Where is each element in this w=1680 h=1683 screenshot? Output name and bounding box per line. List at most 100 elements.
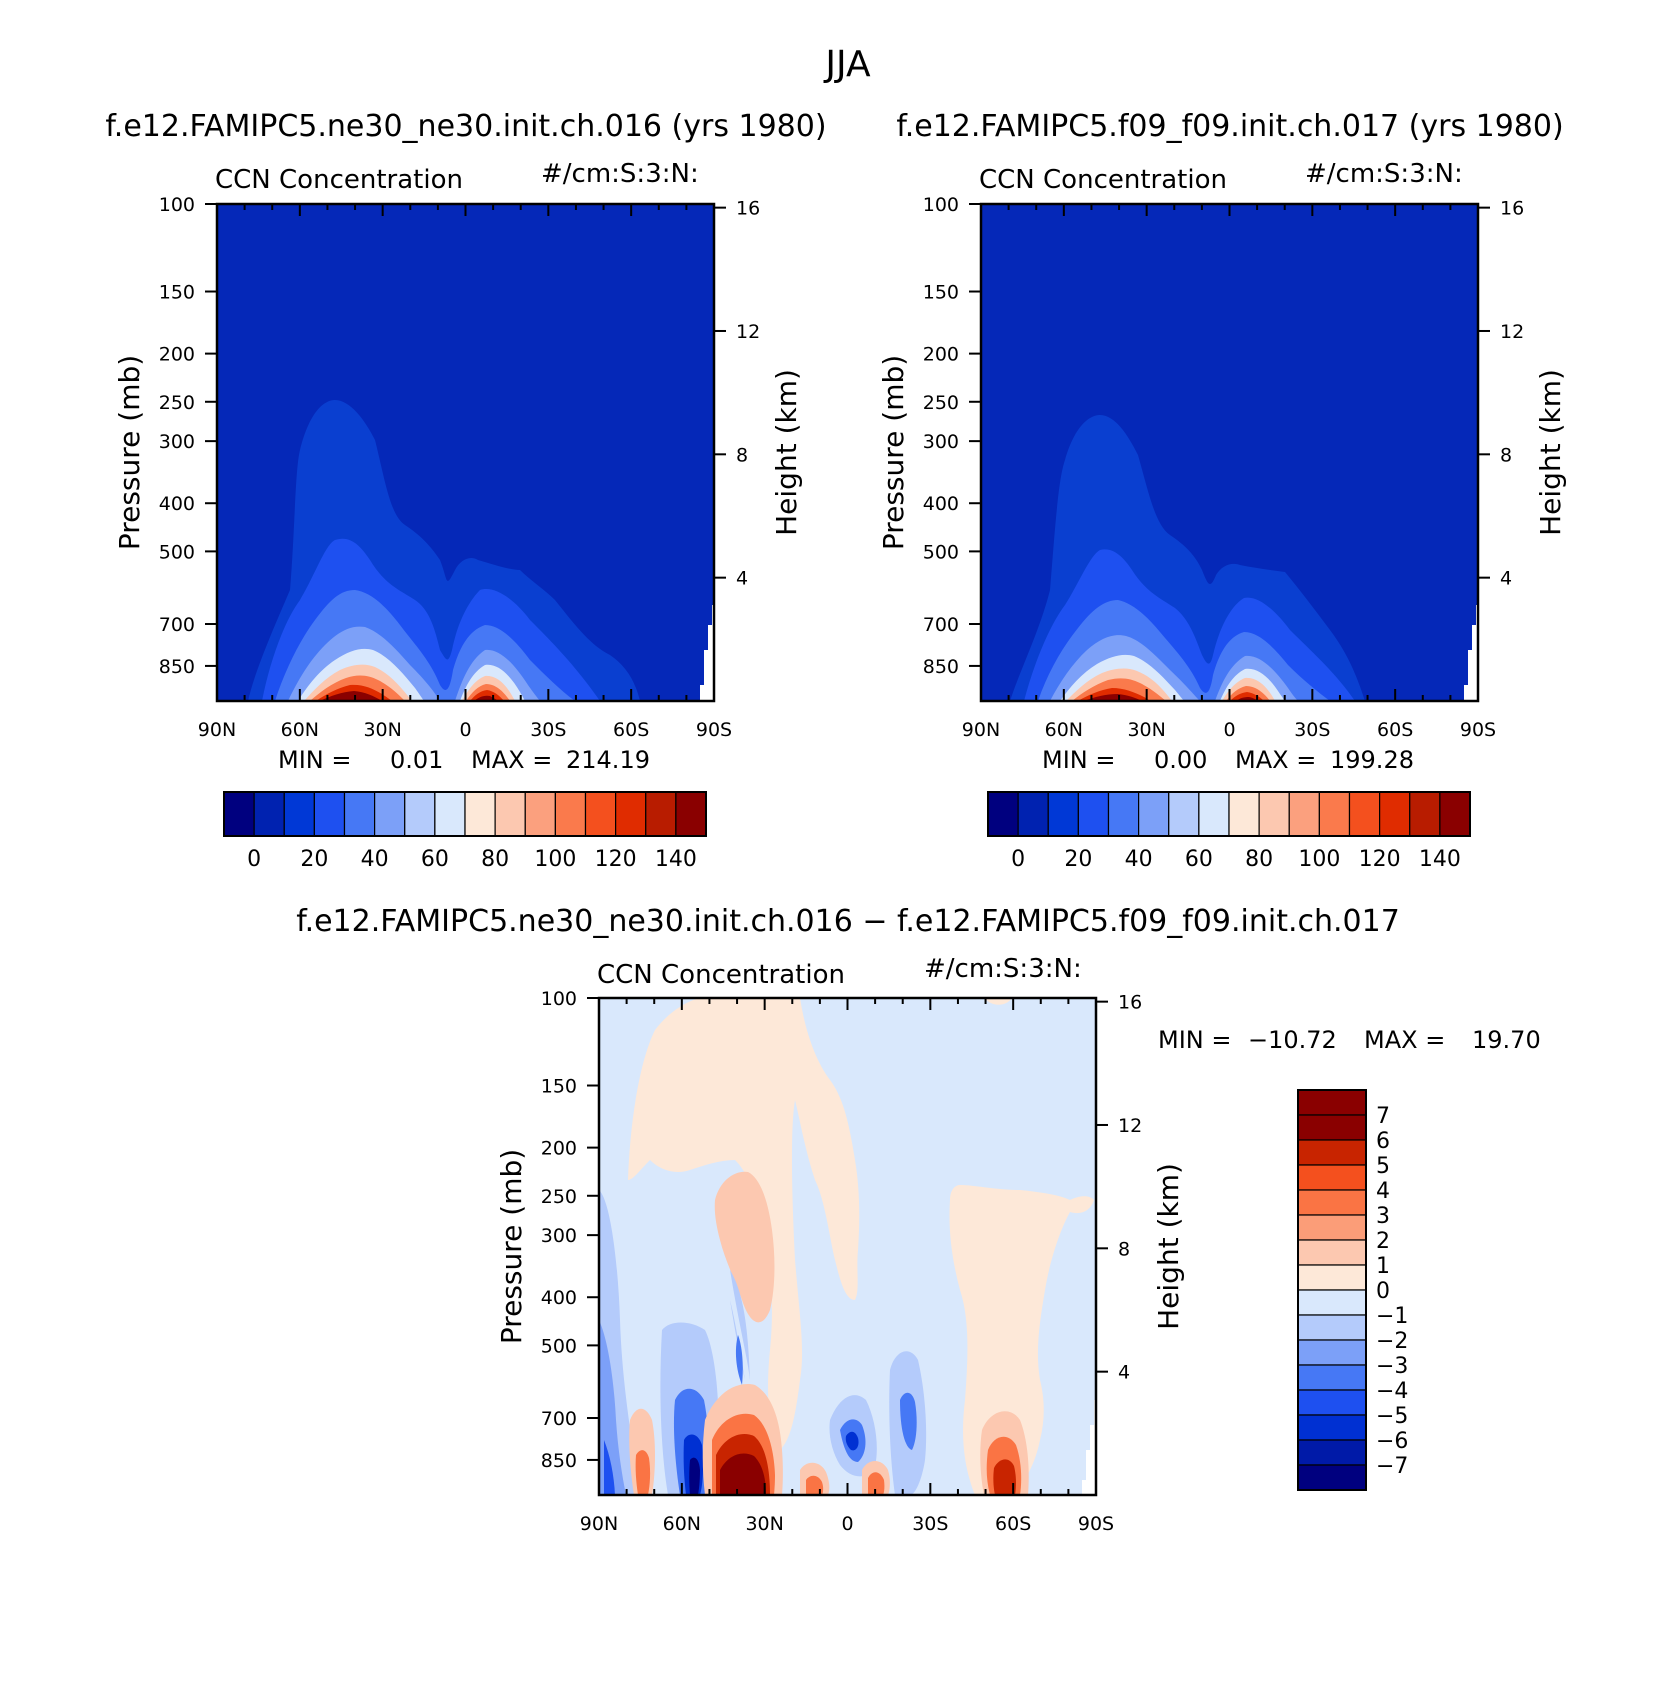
panel-b-x-tick-label: 0	[1223, 719, 1235, 741]
panel-a-y-tick-label: 400	[159, 493, 195, 515]
panel-c-colorbar-label: 5	[1376, 1154, 1390, 1179]
panel-c-colorbar-label: −1	[1376, 1304, 1408, 1329]
panel-c-colorbar-label: 1	[1376, 1254, 1390, 1279]
panel-b: f.e12.FAMIPC5.f09_f09.init.ch.017 (yrs 1…	[877, 109, 1567, 872]
panel-b-missing-data	[1464, 605, 1478, 701]
panel-b-y-axis-title: Pressure (mb)	[877, 355, 910, 550]
panel-b-y-tick-label: 250	[923, 392, 959, 414]
panel-c-y-tick-label: 250	[541, 1186, 577, 1208]
panel-b-axes: 90N 60N 30N 0 30S 60S 90S 100 150 200 250 300 400 500…	[877, 194, 1567, 741]
panel-a-subtitle-right: #/cm:S:3:N:	[541, 159, 699, 189]
panel-c-colorbar-label: 3	[1376, 1204, 1390, 1229]
panel-b-min-label: MIN =	[1042, 746, 1115, 774]
panel-b-colorbar-label: 80	[1245, 847, 1273, 872]
panel-c-axes: 90N 60N 30N 0 30S 60S 90S 100 150 200 250 300 400 500…	[495, 988, 1185, 1535]
panel-a-colorbar-label: 40	[361, 847, 389, 872]
panel-a-colorbar-box	[584, 791, 617, 837]
figure-title: JJA	[823, 44, 871, 85]
panel-b-y-tick-label: 300	[923, 431, 959, 453]
panel-b-colorbar-label: 60	[1185, 847, 1213, 872]
panel-a-colorbar-frame	[223, 791, 707, 837]
panel-c-colorbar-label: 2	[1376, 1229, 1390, 1254]
panel-c-colorbar-label: 7	[1376, 1104, 1390, 1129]
panel-b-x-tick-label: 60S	[1377, 719, 1413, 741]
panel-c-negative-region-f	[735, 1335, 743, 1385]
panel-a-x-tick-label: 30S	[530, 719, 566, 741]
panel-b-y-tick-label: 850	[923, 656, 959, 678]
panel-a-colorbar-box	[404, 791, 436, 837]
panel-b-y-tick-label: 400	[923, 493, 959, 515]
panel-c-positive-region-surface-13	[993, 1459, 1016, 1495]
panel-c-y-tick-label: 400	[541, 1287, 577, 1309]
panel-b-colorbar-box	[1409, 791, 1441, 837]
panel-a-title: f.e12.FAMIPC5.ne30_ne30.init.ch.016 (yrs…	[105, 109, 826, 144]
panel-a-y-tick-label: 850	[159, 656, 195, 678]
panel-b-colorbar-box	[1288, 791, 1320, 837]
panel-a-colorbar-box	[434, 791, 466, 837]
panel-c-colorbar-box	[1297, 1339, 1367, 1366]
panel-c-colorbar-box	[1297, 1214, 1367, 1241]
panel-a-y2-tick-label: 4	[736, 568, 748, 590]
panel-b-colorbar-box	[1138, 791, 1170, 837]
panel-b-y2-tick-label: 12	[1500, 321, 1524, 343]
panel-c-negative-region-left-core	[604, 1440, 615, 1495]
panel-a-colorbar-box	[313, 791, 346, 837]
panel-c-colorbar-frame	[1297, 1089, 1367, 1491]
panel-a-y2-tick-label: 16	[736, 198, 760, 220]
panel-a-x-tick-label: 60N	[281, 719, 319, 741]
panel-b-subtitle-left: CCN Concentration	[979, 165, 1227, 195]
panel-a-y2-tick-label: 8	[736, 444, 748, 466]
panel-c-colorbar-box	[1297, 1314, 1367, 1341]
panel-c-colorbar-label: −5	[1376, 1404, 1408, 1429]
panel-b-x-tick-label: 30N	[1127, 719, 1165, 741]
panel-c-y-axis-title: Pressure (mb)	[495, 1149, 528, 1344]
panel-c: f.e12.FAMIPC5.ne30_ne30.init.ch.016 − f.…	[296, 904, 1541, 1535]
panel-a-colorbar-label: 80	[481, 847, 509, 872]
panel-b-colorbar-box	[1047, 791, 1079, 837]
panel-b-colorbar-frame	[987, 791, 1471, 837]
panel-a-colorbar-label: 140	[655, 847, 697, 872]
panel-c-colorbar-label: 6	[1376, 1129, 1390, 1154]
panel-c-y2-tick-label: 4	[1118, 1362, 1130, 1384]
panel-a-x-tick-label: 0	[459, 719, 471, 741]
panel-b-contour-level-9	[1084, 694, 1258, 701]
panel-c-colorbar-box	[1297, 1464, 1367, 1491]
panel-c-positive-region-surface-6	[720, 1453, 766, 1495]
panel-a-y-tick-label: 200	[159, 344, 195, 366]
panel-b-colorbar-box	[1228, 791, 1260, 837]
panel-c-negative-region-d	[689, 1457, 700, 1495]
panel-c-x-tick-label: 60N	[663, 1513, 701, 1535]
panel-c-colorbar-label: −7	[1376, 1454, 1408, 1479]
panel-a-missing-data	[700, 605, 714, 701]
panel-c-x-tick-label: 30S	[912, 1513, 948, 1535]
panel-b-colorbar-box	[1348, 791, 1381, 837]
panel-c-positive-region-tip	[985, 998, 1012, 1005]
panel-b-plot-area	[981, 204, 1478, 701]
panel-c-y-tick-label: 150	[541, 1076, 577, 1098]
panel-c-colorbar-box	[1297, 1264, 1367, 1291]
panel-c-subtitle-left: CCN Concentration	[597, 960, 845, 990]
panel-b-y2-tick-label: 16	[1500, 198, 1524, 220]
panel-c-positive-region-surface-2	[635, 1450, 651, 1495]
panel-a-colorbar-box	[223, 791, 255, 837]
panel-a-y-tick-label: 150	[159, 282, 195, 304]
panel-b-y2-tick-label: 4	[1500, 568, 1512, 590]
panel-b-colorbar-box	[1107, 791, 1140, 837]
panel-b-y-tick-label: 100	[923, 194, 959, 216]
panel-b-colorbar-label: 40	[1125, 847, 1153, 872]
panel-c-y-tick-label: 200	[541, 1138, 577, 1160]
panel-c-colorbar-label: −2	[1376, 1329, 1408, 1354]
panel-b-colorbar-box	[1168, 791, 1200, 837]
panel-c-colorbar-box	[1297, 1114, 1367, 1141]
panel-b-colorbar-label: 140	[1419, 847, 1461, 872]
panel-a-y-tick-label: 100	[159, 194, 195, 216]
panel-a-colorbar-box	[283, 791, 315, 837]
panel-b-colorbar-label: 0	[1011, 847, 1025, 872]
panel-a-x-tick-label: 30N	[363, 719, 401, 741]
panel-c-missing-data	[1082, 1400, 1096, 1495]
panel-a-max-value: 214.19	[566, 746, 650, 774]
panel-c-y-tick-label: 300	[541, 1225, 577, 1247]
panel-a-colorbar-box	[554, 791, 587, 837]
panel-c-colorbar-box	[1297, 1189, 1367, 1216]
